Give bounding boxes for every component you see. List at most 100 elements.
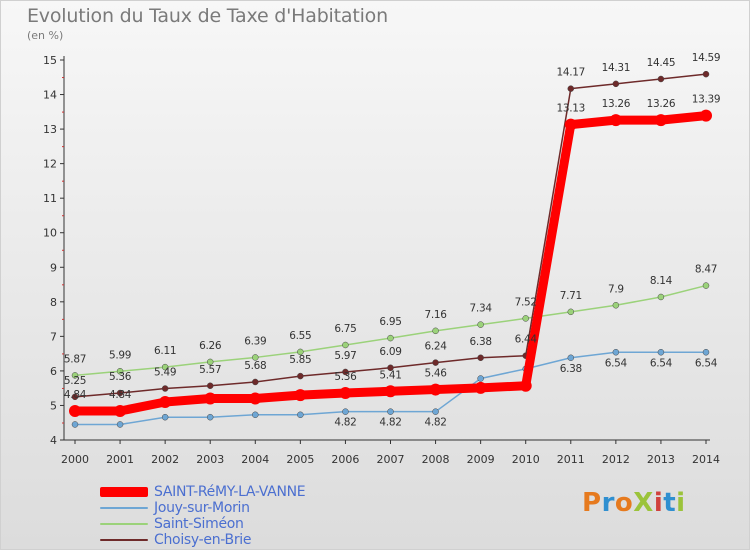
data-point-choisy-en-brie [702,70,710,78]
legend-label-saint-simeon: Saint-Siméon [154,516,244,532]
data-label-saint-sim-on: 6.55 [289,330,311,342]
data-label-saint-sim-on: 7.16 [424,309,447,321]
y-tick-label: 7 [50,330,57,343]
legend-label-jouy: Jouy-sur-Morin [154,500,250,516]
data-label-saint-r-my-la-vanne: 5.36 [334,371,357,383]
data-point-saint-sim-on [387,334,394,342]
x-tick-label: 2013 [647,453,675,466]
data-point-saint-r-my-la-vanne [609,114,622,127]
data-point-saint-r-my-la-vanne [69,404,81,417]
data-point-saint-r-my-la-vanne [429,383,442,396]
logo-letter: o [614,488,634,518]
data-label-saint-r-my-la-vanne: 4.84 [64,389,87,401]
legend-label-choisy: Choisy-en-Brie [154,532,252,548]
data-label-choisy-en-brie: 6.09 [379,346,401,358]
legend-swatch-saint-remy [100,487,148,497]
data-label-saint-r-my-la-vanne: 13.26 [647,98,676,110]
data-label-saint-sim-on: 8.14 [650,275,673,287]
data-point-saint-sim-on [477,321,484,328]
data-point-choisy-en-brie [387,364,394,372]
data-point-choisy-en-brie [206,382,214,390]
y-axis-unit: (en %) [27,29,64,42]
data-label-saint-sim-on: 7.71 [560,290,582,302]
legend-swatch-choisy [100,539,148,541]
data-point-choisy-en-brie [342,368,349,376]
data-point-saint-sim-on [252,354,259,361]
x-tick-label: 2003 [196,453,224,466]
chart-title: Evolution du Taux de Taxe d'Habitation [27,5,388,27]
data-point-jouy-sur-morin [297,411,304,419]
data-label-saint-sim-on: 6.75 [334,323,356,335]
legend-label-saint-remy: SAINT-RéMY-LA-VANNE [154,484,306,500]
logo-letter: i [676,488,686,518]
legend-swatch-saint-simeon [100,523,148,525]
data-point-choisy-en-brie [432,359,439,366]
y-tick-label: 11 [43,192,57,205]
data-label-jouy-sur-morin: 4.82 [334,417,356,429]
y-tick-label: 13 [43,123,57,136]
data-point-saint-r-my-la-vanne [564,118,577,131]
data-label-choisy-en-brie: 14.59 [692,52,721,64]
data-point-saint-sim-on [116,368,124,375]
data-point-saint-sim-on [297,348,304,356]
data-point-saint-sim-on [71,372,79,379]
proxiti-logo: ProXiti [582,488,686,518]
data-label-jouy-sur-morin: 6.54 [695,357,718,369]
data-point-jouy-sur-morin [116,421,124,428]
x-tick-label: 2001 [106,453,134,466]
data-point-jouy-sur-morin [702,349,710,356]
data-label-saint-sim-on: 6.11 [154,345,176,357]
logo-letter: X [633,488,654,518]
data-point-saint-r-my-la-vanne [114,404,127,417]
data-label-choisy-en-brie: 5.85 [289,354,311,366]
data-point-choisy-en-brie [252,378,259,386]
data-point-jouy-sur-morin [206,413,214,421]
data-point-saint-sim-on [432,327,439,335]
data-point-jouy-sur-morin [387,408,394,415]
data-point-choisy-en-brie [116,389,124,397]
data-label-choisy-en-brie: 14.45 [647,57,676,69]
data-point-jouy-sur-morin [657,349,665,356]
data-point-jouy-sur-morin [432,408,439,415]
x-tick-label: 2004 [241,453,269,466]
data-label-saint-r-my-la-vanne: 13.39 [692,94,721,106]
data-label-saint-sim-on: 7.9 [608,283,624,295]
data-point-choisy-en-brie [71,393,79,401]
data-point-saint-r-my-la-vanne [204,392,217,405]
data-label-saint-r-my-la-vanne: 5.46 [424,368,447,380]
data-label-choisy-en-brie: 5.57 [199,364,221,376]
data-label-choisy-en-brie: 6.44 [515,334,538,346]
data-point-jouy-sur-morin [342,408,349,415]
data-label-saint-r-my-la-vanne: 13.26 [602,98,631,110]
x-tick-label: 2014 [692,453,720,466]
data-point-saint-r-my-la-vanne [700,109,712,122]
x-tick-label: 2009 [467,453,495,466]
data-point-saint-sim-on [161,363,169,371]
data-point-choisy-en-brie [612,80,620,88]
data-point-saint-sim-on [522,315,529,322]
data-point-saint-sim-on [657,293,665,301]
data-point-saint-r-my-la-vanne [384,385,397,398]
data-label-choisy-en-brie: 5.25 [64,375,86,387]
data-point-saint-r-my-la-vanne [159,396,172,408]
data-label-jouy-sur-morin: 6.38 [560,363,582,375]
data-label-saint-sim-on: 6.26 [199,340,222,352]
y-tick-label: 12 [43,158,57,171]
data-point-saint-r-my-la-vanne [519,379,532,392]
data-label-saint-sim-on: 7.34 [470,303,493,315]
data-label-saint-sim-on: 7.52 [515,296,537,308]
x-tick-label: 2007 [377,453,405,466]
legend-swatch-jouy [100,507,148,509]
data-point-saint-r-my-la-vanne [654,114,667,127]
data-label-choisy-en-brie: 5.49 [154,367,176,379]
data-point-choisy-en-brie [297,372,304,380]
data-point-jouy-sur-morin [71,421,79,428]
data-point-saint-r-my-la-vanne [339,387,352,400]
data-label-saint-r-my-la-vanne: 5.41 [379,369,401,381]
x-tick-label: 2008 [422,453,450,466]
data-label-jouy-sur-morin: 6.54 [650,357,673,369]
y-tick-label: 6 [50,365,57,378]
data-point-jouy-sur-morin [161,413,169,421]
x-tick-label: 2005 [286,453,314,466]
